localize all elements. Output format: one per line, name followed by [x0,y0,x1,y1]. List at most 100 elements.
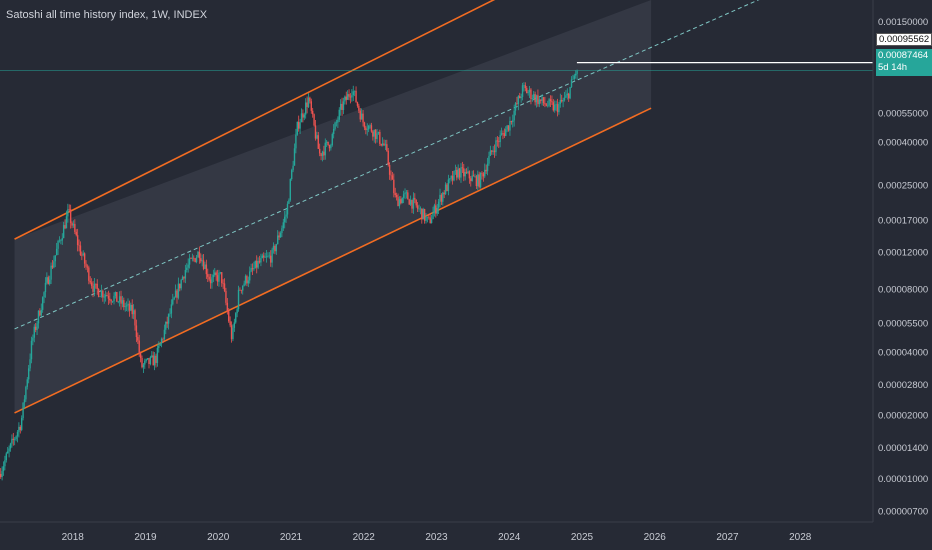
candle-body [41,297,44,310]
candle-body [327,141,329,146]
candle-body [159,343,161,346]
candle-body [121,300,124,304]
candle-body [443,192,445,195]
candle-body [132,310,135,315]
price-tick-label: 0.00008000 [878,284,928,295]
price-tick-label: 0.00055000 [878,109,928,120]
candle-body [416,205,419,209]
candle-body [356,102,359,106]
candle-body [510,121,513,123]
candle-body [53,261,55,268]
candle-body [216,275,219,282]
candle-body [451,175,454,181]
candle-body [489,150,492,157]
candle-body [40,309,42,316]
candle-body [254,260,257,268]
channel-upper-line [14,0,496,240]
high-price-tag: 0.00095562 [876,33,932,46]
candle-body [176,290,178,298]
candle-body [338,109,340,120]
candle-body [554,104,556,111]
candle-body [412,197,415,209]
candle-body [142,364,145,368]
candle-body [8,448,10,452]
candle-body [9,443,12,449]
candle-body [516,103,518,104]
candle-body [467,171,469,173]
candle-body [204,264,206,269]
candle-body [167,314,170,324]
candle-body [79,245,82,256]
price-tick-label: 0.00040000 [878,138,928,149]
time-tick-label: 2019 [134,532,157,543]
candle-body [68,209,70,210]
candle-body [32,337,34,341]
candle-body [205,264,208,275]
candle-body [15,436,17,440]
candle-body [156,347,159,363]
candle-body [149,356,152,364]
candle-body [225,290,227,303]
candle-body [465,171,468,173]
candle-body [570,79,573,87]
time-tick-label: 2024 [498,532,521,543]
candle-body [107,295,110,299]
candle-body [138,340,140,354]
candle-body [16,431,19,437]
candle-body [74,223,76,232]
candle-body [505,129,507,136]
candle-body [295,134,297,149]
candle-body [139,353,142,358]
candle-body [33,326,35,338]
candle-body [366,129,368,131]
candle-body [177,283,180,298]
candle-body [289,179,292,201]
candle-body [96,283,98,290]
candle-body [534,94,536,103]
candle-body [540,99,542,101]
candle-body [4,460,6,467]
candle-body [190,258,192,259]
candle-body [576,70,578,74]
candle-body [370,125,373,132]
candle-body [93,283,96,292]
candle-body [208,276,210,280]
candle-body [275,244,278,252]
candle-body [507,125,510,131]
time-tick-label: 2018 [62,532,85,543]
candle-body [2,466,5,472]
candle-body [114,291,117,296]
candle-body [481,172,483,174]
candle-body [384,144,387,146]
candle-body [277,235,279,245]
candle-body [125,305,128,307]
candle-body [331,134,333,146]
candle-body [102,290,104,298]
candle-body [233,322,236,328]
candle-body [551,101,553,103]
time-tick-label: 2020 [207,532,230,543]
candle-body [418,208,420,210]
price-tick-label: 0.00025000 [878,180,928,191]
candle-body [531,98,534,100]
candle-body [242,285,244,291]
candle-body [249,271,251,281]
candle-body [165,321,167,330]
candle-body [265,256,268,258]
candle-body [110,300,112,302]
candle-body [90,282,93,286]
candle-body [166,321,168,324]
candle-body [83,253,86,264]
price-tick-label: 0.00002800 [878,380,928,391]
candle-body [379,132,381,144]
price-tick-label: 0.00001000 [878,474,928,485]
candle-body [282,222,285,229]
time-axis-bg [0,522,932,550]
candle-body [393,179,395,194]
candle-body [75,231,77,236]
candle-body [144,360,146,365]
candle-body [485,169,487,172]
candle-body [288,200,290,204]
candle-body [128,303,131,311]
